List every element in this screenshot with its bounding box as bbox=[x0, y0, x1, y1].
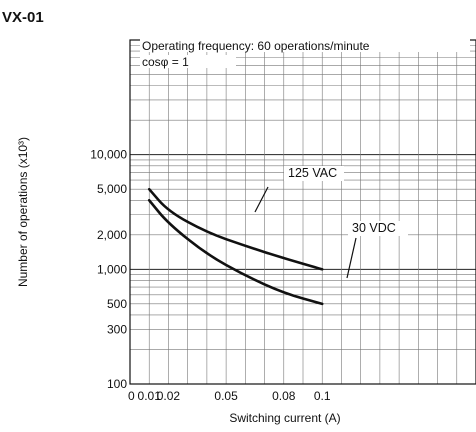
series-line-125vac bbox=[147, 187, 324, 271]
x-tick-label: 0.1 bbox=[314, 389, 331, 403]
series-label: 30 VDC bbox=[352, 221, 396, 235]
annotation-frequency: Operating frequency: 60 operations/minut… bbox=[142, 39, 370, 53]
y-tick-label: 10,000 bbox=[90, 148, 127, 162]
y-tick-label: 5,000 bbox=[97, 182, 127, 196]
annotation-cosphi: cosφ = 1 bbox=[142, 55, 189, 69]
y-tick-label: 1,000 bbox=[97, 262, 127, 276]
y-tick-label: 300 bbox=[107, 322, 127, 336]
series-label: 125 VAC bbox=[288, 166, 337, 180]
x-axis-label: Switching current (A) bbox=[229, 411, 340, 425]
y-tick-label: 2,000 bbox=[97, 228, 127, 242]
label-leader-line bbox=[254, 186, 269, 213]
y-axis-label: Number of operations (x10³) bbox=[16, 137, 30, 287]
y-tick-labels: 100 300 500 1,000 2,000 5,000 10,000 bbox=[90, 148, 127, 391]
x-tick-label: 0.08 bbox=[272, 389, 296, 403]
y-tick-label: 100 bbox=[107, 377, 127, 391]
series-labels: 125 VAC 30 VDC bbox=[254, 166, 408, 279]
grid bbox=[130, 40, 476, 384]
x-tick-label: 0.02 bbox=[157, 389, 181, 403]
series-lines bbox=[147, 187, 324, 306]
x-tick-label: 0 bbox=[128, 389, 135, 403]
x-tick-label: 0.05 bbox=[214, 389, 238, 403]
label-leader-line bbox=[346, 237, 357, 279]
series-line-30vdc bbox=[147, 199, 324, 306]
chart-title: VX-01 bbox=[2, 9, 44, 26]
x-tick-labels: 0 0.010.02 0.05 0.08 0.1 bbox=[128, 389, 331, 403]
x-tick-label: 0.01 bbox=[138, 389, 162, 403]
y-tick-label: 500 bbox=[107, 297, 127, 311]
